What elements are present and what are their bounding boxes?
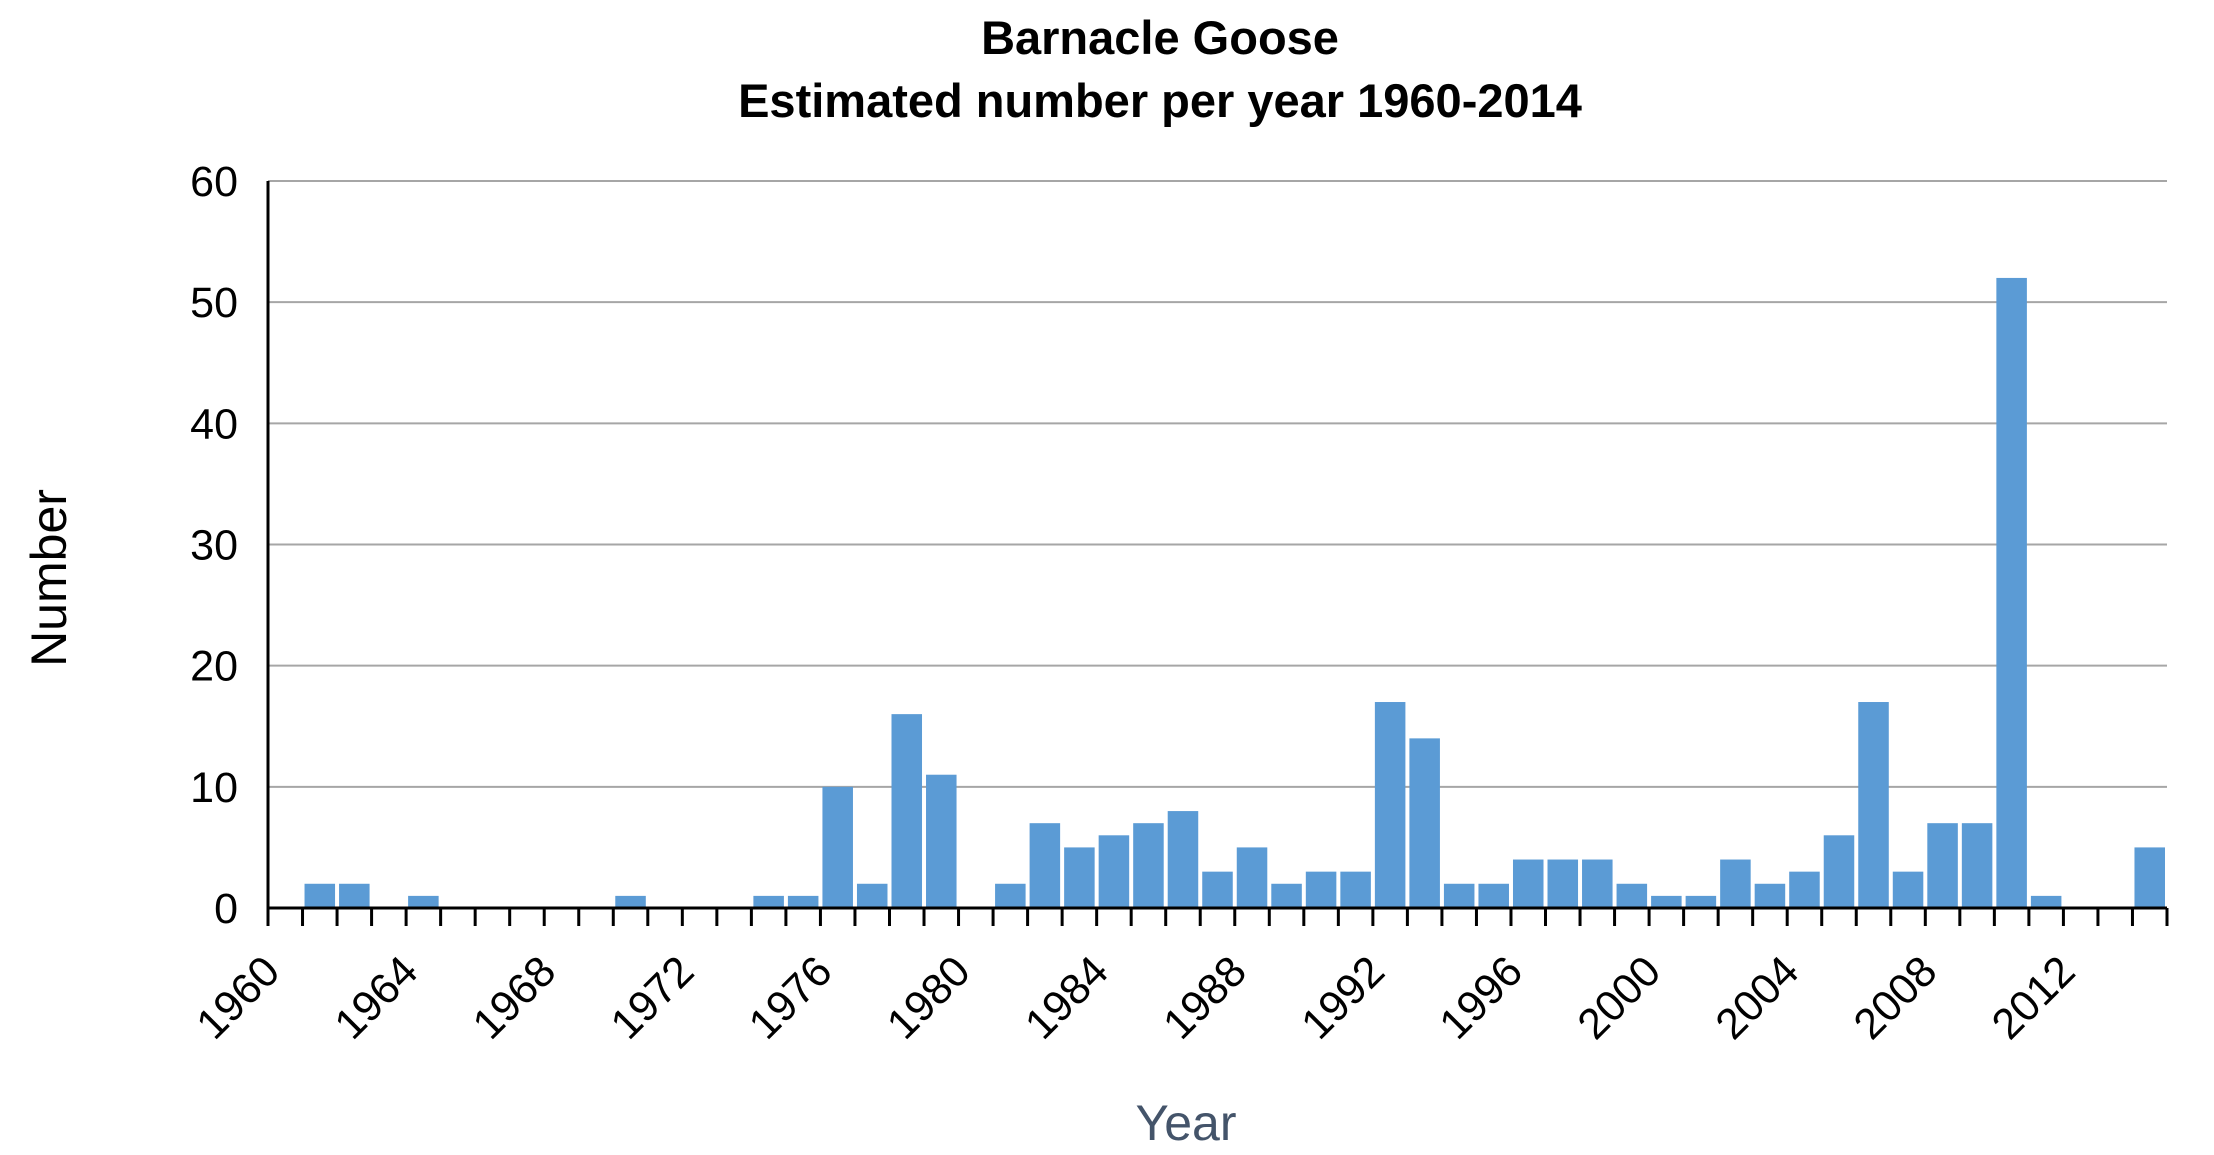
bar-1996 bbox=[1512, 859, 1544, 908]
x-tick-label: 1992 bbox=[1292, 947, 1394, 1049]
bar-1961 bbox=[304, 883, 336, 908]
bar-1993 bbox=[1409, 738, 1440, 908]
bar-2014 bbox=[2134, 847, 2165, 908]
bar-2005 bbox=[1823, 835, 1855, 908]
bar-1985 bbox=[1133, 823, 1164, 908]
bar-1984 bbox=[1098, 835, 1130, 908]
bar-2006 bbox=[1858, 702, 1889, 908]
bar-1964 bbox=[408, 895, 439, 908]
bar-1982 bbox=[1029, 823, 1061, 908]
x-tick-label: 1980 bbox=[878, 947, 980, 1049]
bar-1992 bbox=[1374, 702, 1406, 908]
bar-1995 bbox=[1478, 883, 1509, 908]
y-tick-label: 50 bbox=[190, 279, 238, 327]
bar-1991 bbox=[1340, 871, 1371, 908]
x-tick-label: 1984 bbox=[1016, 947, 1118, 1049]
bar-2002 bbox=[1720, 859, 1751, 908]
bar-2003 bbox=[1754, 883, 1786, 908]
y-tick-label: 10 bbox=[190, 764, 238, 812]
bar-1974 bbox=[753, 895, 784, 908]
x-tick-label: 1972 bbox=[602, 947, 704, 1049]
bar-1975 bbox=[787, 895, 819, 908]
bar-1962 bbox=[339, 883, 370, 908]
bar-1970 bbox=[615, 895, 646, 908]
bar-2010 bbox=[1996, 277, 2027, 908]
bar-2004 bbox=[1789, 871, 1820, 908]
bar-1998 bbox=[1582, 859, 1613, 908]
bar-1987 bbox=[1202, 871, 1233, 908]
bar-2001 bbox=[1685, 895, 1717, 908]
x-tick-label: 1976 bbox=[740, 947, 842, 1049]
bar-2008 bbox=[1927, 823, 1958, 908]
y-tick-label: 20 bbox=[190, 643, 238, 691]
y-tick-label: 30 bbox=[190, 522, 238, 570]
bar-1977 bbox=[856, 883, 888, 908]
bar-1979 bbox=[926, 774, 957, 908]
bar-1976 bbox=[822, 786, 853, 908]
x-tick-label: 1960 bbox=[187, 947, 289, 1049]
y-tick-label: 40 bbox=[190, 400, 238, 448]
x-tick-label: 2004 bbox=[1707, 947, 1809, 1049]
bar-1983 bbox=[1064, 847, 1095, 908]
x-axis-label: Year bbox=[1135, 1095, 1236, 1151]
bar-2007 bbox=[1892, 871, 1924, 908]
bar-1989 bbox=[1271, 883, 1302, 908]
bar-1994 bbox=[1443, 883, 1475, 908]
x-tick-label: 1968 bbox=[464, 947, 566, 1049]
x-tick-label: 2008 bbox=[1845, 947, 1947, 1049]
y-tick-label: 0 bbox=[214, 885, 238, 933]
x-tick-label: 2000 bbox=[1569, 947, 1671, 1049]
bar-1986 bbox=[1167, 811, 1199, 908]
bar-2009 bbox=[1961, 823, 1993, 908]
x-tick-label: 2012 bbox=[1983, 947, 2085, 1049]
bar-1997 bbox=[1547, 859, 1579, 908]
y-tick-label: 60 bbox=[190, 158, 238, 206]
y-axis-label: Number bbox=[21, 489, 77, 667]
bar-1981 bbox=[995, 883, 1026, 908]
bar-2000 bbox=[1651, 895, 1682, 908]
bar-1990 bbox=[1305, 871, 1337, 908]
bar-1978 bbox=[891, 714, 923, 908]
x-tick-label: 1988 bbox=[1154, 947, 1256, 1049]
x-tick-label: 1964 bbox=[326, 947, 428, 1049]
bar-1999 bbox=[1616, 883, 1648, 908]
chart-title: Barnacle Goose bbox=[981, 11, 1339, 64]
bar-2011 bbox=[2030, 895, 2062, 908]
chart-subtitle: Estimated number per year 1960-2014 bbox=[738, 74, 1582, 127]
bar-1988 bbox=[1236, 847, 1268, 908]
x-tick-label: 1996 bbox=[1430, 947, 1532, 1049]
